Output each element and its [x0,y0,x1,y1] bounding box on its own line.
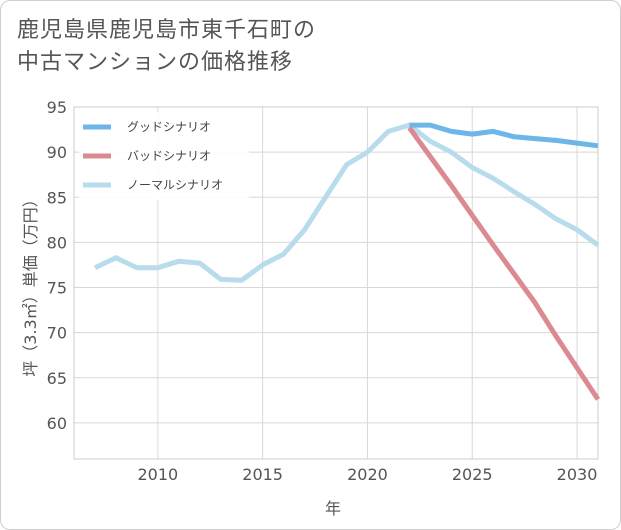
y-tick-label: 60 [47,414,67,433]
series-line-1 [407,126,601,401]
y-tick-label: 90 [47,143,67,162]
y-tick-label: 70 [47,324,67,343]
y-tick-label: 80 [47,233,67,252]
chart-title: 鹿児島県鹿児島市東千石町の 中古マンションの価格推移 [17,15,607,79]
x-tick-label: 2010 [137,465,178,484]
x-tick-label: 2030 [557,465,598,484]
y-tick-label: 75 [47,279,67,298]
x-tick-label: 2020 [347,465,388,484]
x-tick-label: 2015 [242,465,283,484]
series-lines [93,122,601,401]
series-line-2 [93,122,600,283]
legend-label: バッドシナリオ [127,149,211,163]
x-axis-label: 年 [325,499,341,518]
chart-title-line-2: 中古マンションの価格推移 [17,50,294,75]
legend-label: ノーマルシナリオ [127,178,223,192]
plot-frame [73,106,599,460]
y-tick-label: 85 [47,188,67,207]
y-tick-label: 65 [47,369,67,388]
y-tick-label: 95 [47,98,67,117]
series-line-0 [409,122,599,149]
legend-label: グッドシナリオ [127,120,211,134]
chart-title-line-1: 鹿児島県鹿児島市東千石町の [17,18,317,43]
tick-labels: 60 65 70 75 80 85 90 95 2010 2015 2020 2025 2030 [47,98,598,484]
y-axis-label: 坪（3.3㎡）単価（万円） [21,191,40,376]
x-tick-label: 2025 [452,465,493,484]
